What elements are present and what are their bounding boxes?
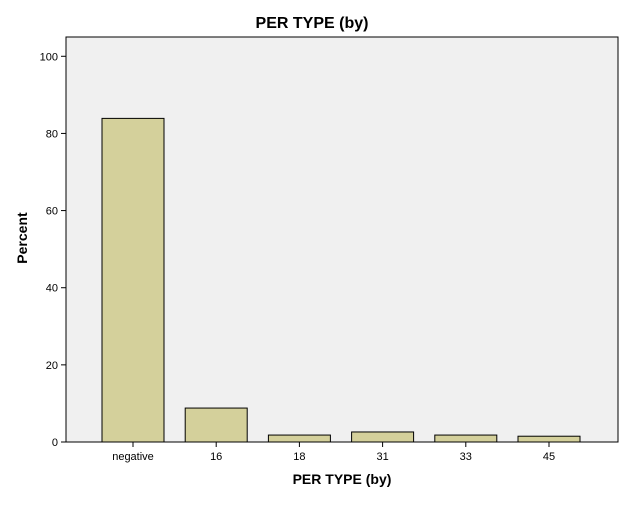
x-tick-label: 45 xyxy=(543,451,555,463)
x-tick-label: 16 xyxy=(210,451,222,463)
bar-negative xyxy=(101,117,165,443)
y-axis: 0 20 40 60 80 100 xyxy=(40,51,66,449)
bar-33 xyxy=(434,434,498,443)
y-tick-label: 40 xyxy=(46,283,58,295)
y-tick-label: 60 xyxy=(46,206,58,218)
y-axis-label: Percent xyxy=(14,212,30,264)
bar-31 xyxy=(351,431,415,443)
y-tick-label: 100 xyxy=(40,51,58,63)
x-axis: negative 16 18 31 33 45 xyxy=(112,442,555,463)
x-tick-label: 31 xyxy=(376,451,388,463)
x-tick-label: 33 xyxy=(460,451,472,463)
y-tick-label: 20 xyxy=(46,360,58,372)
bars xyxy=(101,117,581,443)
y-tick-label: 0 xyxy=(52,437,58,449)
bar-16 xyxy=(184,407,248,443)
y-tick-label: 80 xyxy=(46,128,58,140)
bar-45 xyxy=(517,435,581,443)
chart-title: PER TYPE (by) xyxy=(256,15,369,32)
x-axis-label: PER TYPE (by) xyxy=(293,471,392,487)
x-tick-label: negative xyxy=(112,451,154,463)
bar-18 xyxy=(267,434,331,443)
x-tick-label: 18 xyxy=(293,451,305,463)
